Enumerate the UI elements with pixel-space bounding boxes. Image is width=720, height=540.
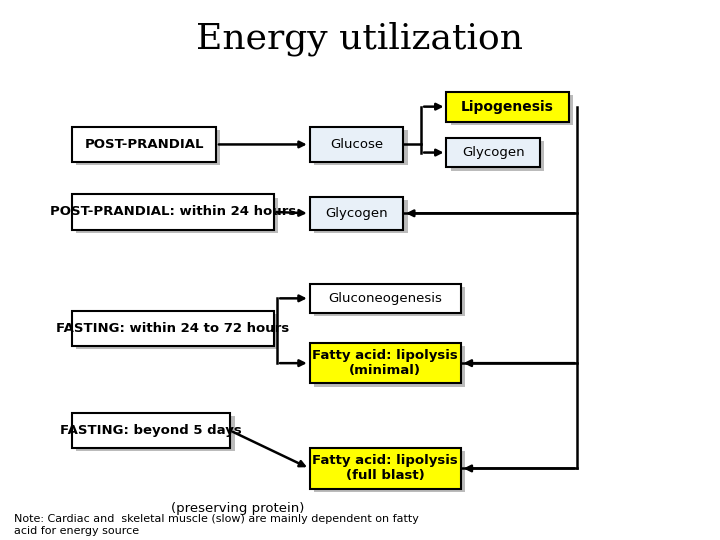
FancyBboxPatch shape <box>451 141 544 171</box>
FancyBboxPatch shape <box>310 343 461 383</box>
Text: Lipogenesis: Lipogenesis <box>462 100 554 113</box>
FancyBboxPatch shape <box>76 198 278 233</box>
FancyBboxPatch shape <box>76 130 220 165</box>
FancyBboxPatch shape <box>451 95 573 125</box>
FancyBboxPatch shape <box>446 92 569 122</box>
FancyBboxPatch shape <box>72 310 274 346</box>
Text: FASTING: within 24 to 72 hours: FASTING: within 24 to 72 hours <box>56 321 289 335</box>
Text: Fatty acid: lipolysis
(full blast): Fatty acid: lipolysis (full blast) <box>312 455 458 482</box>
FancyBboxPatch shape <box>310 127 403 162</box>
FancyBboxPatch shape <box>314 451 465 492</box>
Text: Energy utilization: Energy utilization <box>197 22 523 56</box>
Text: FASTING: beyond 5 days: FASTING: beyond 5 days <box>60 424 242 437</box>
FancyBboxPatch shape <box>310 284 461 313</box>
FancyBboxPatch shape <box>72 413 230 448</box>
FancyBboxPatch shape <box>72 127 216 162</box>
FancyBboxPatch shape <box>446 138 540 167</box>
Text: Glycogen: Glycogen <box>325 207 387 220</box>
FancyBboxPatch shape <box>314 346 465 387</box>
Text: Note: Cardiac and  skeletal muscle (slow) are mainly dependent on fatty
acid for: Note: Cardiac and skeletal muscle (slow)… <box>14 514 419 536</box>
Text: POST-PRANDIAL: POST-PRANDIAL <box>84 138 204 151</box>
Text: Glycogen: Glycogen <box>462 146 524 159</box>
FancyBboxPatch shape <box>314 287 465 316</box>
FancyBboxPatch shape <box>72 194 274 230</box>
FancyBboxPatch shape <box>76 314 278 349</box>
FancyBboxPatch shape <box>310 448 461 489</box>
Text: (preserving protein): (preserving protein) <box>171 502 305 515</box>
FancyBboxPatch shape <box>314 130 408 165</box>
FancyBboxPatch shape <box>76 416 235 451</box>
Text: Gluconeogenesis: Gluconeogenesis <box>328 292 442 305</box>
Text: Fatty acid: lipolysis
(minimal): Fatty acid: lipolysis (minimal) <box>312 349 458 377</box>
Text: POST-PRANDIAL: within 24 hours: POST-PRANDIAL: within 24 hours <box>50 205 296 219</box>
FancyBboxPatch shape <box>314 200 408 233</box>
Text: Glucose: Glucose <box>330 138 383 151</box>
FancyBboxPatch shape <box>310 197 403 230</box>
